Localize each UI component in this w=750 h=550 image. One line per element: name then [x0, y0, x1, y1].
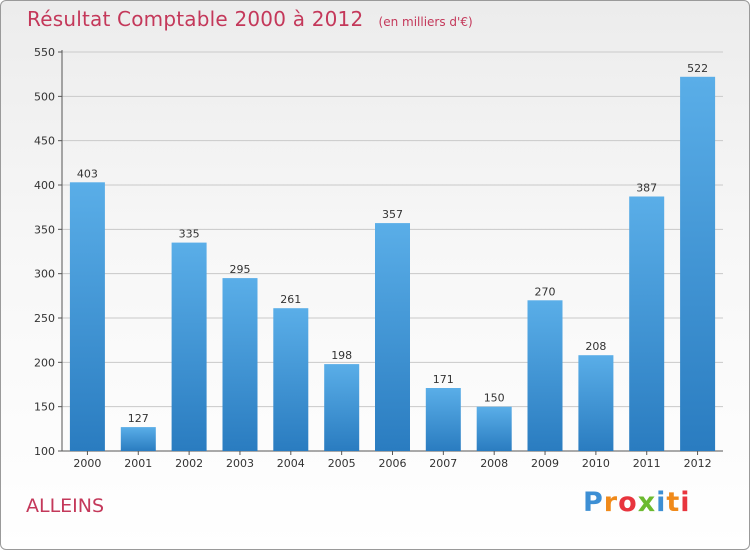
- x-tick-label: 2010: [582, 457, 610, 470]
- chart-subtitle: (en milliers d'€): [378, 15, 473, 29]
- logo-letter: i: [680, 487, 691, 518]
- data-label: 127: [128, 412, 149, 425]
- x-tick-label: 2002: [175, 457, 203, 470]
- commune-name: ALLEINS: [26, 495, 105, 517]
- x-tick-label: 2005: [328, 457, 356, 470]
- bar-2002: [171, 242, 207, 451]
- bar-2003: [222, 278, 258, 451]
- logo-letter: P: [583, 487, 604, 518]
- x-tick-label: 2009: [531, 457, 559, 470]
- logo-letter: r: [603, 487, 619, 518]
- y-tick-label: 350: [34, 223, 55, 236]
- logo-letter: x: [637, 487, 657, 518]
- bar-2000: [69, 182, 105, 452]
- bar-2005: [324, 364, 360, 451]
- logo-letter: i: [656, 487, 667, 518]
- data-label: 171: [433, 373, 454, 386]
- data-label: 261: [280, 293, 301, 306]
- bar-2004: [273, 308, 309, 451]
- proxiti-logo: Proxiti: [583, 487, 691, 518]
- y-tick-label: 200: [34, 356, 55, 369]
- x-tick-label: 2012: [684, 457, 712, 470]
- bar-2008: [476, 406, 512, 451]
- y-tick-label: 100: [34, 445, 55, 458]
- x-tick-label: 2008: [480, 457, 508, 470]
- logo-letter: o: [618, 487, 638, 518]
- bar-2011: [629, 196, 665, 451]
- x-tick-label: 2007: [429, 457, 457, 470]
- y-tick-label: 550: [34, 46, 55, 59]
- data-label: 150: [484, 392, 505, 405]
- y-tick-label: 300: [34, 268, 55, 281]
- y-tick-label: 500: [34, 90, 55, 103]
- bar-2010: [578, 355, 614, 451]
- data-label: 522: [687, 62, 708, 75]
- data-label: 270: [535, 285, 556, 298]
- bar-2009: [527, 300, 563, 451]
- bar-2012: [680, 76, 716, 452]
- x-tick-label: 2006: [379, 457, 407, 470]
- data-label: 357: [382, 208, 403, 221]
- x-tick-label: 2011: [633, 457, 661, 470]
- bar-2006: [375, 223, 410, 451]
- data-label: 208: [585, 340, 606, 353]
- x-tick-label: 2004: [277, 457, 305, 470]
- logo-letter: t: [666, 487, 681, 518]
- y-tick-label: 150: [34, 401, 55, 414]
- y-tick-label: 400: [34, 179, 55, 192]
- data-label: 198: [331, 349, 352, 362]
- title-row: Résultat Comptable 2000 à 2012 (en milli…: [27, 7, 473, 31]
- data-label: 387: [636, 182, 657, 195]
- x-tick-label: 2003: [226, 457, 254, 470]
- y-tick-label: 250: [34, 312, 55, 325]
- bar-2007: [425, 388, 461, 451]
- chart-title: Résultat Comptable 2000 à 2012: [27, 7, 364, 31]
- y-tick-label: 450: [34, 135, 55, 148]
- x-tick-label: 2001: [124, 457, 152, 470]
- x-tick-label: 2000: [73, 457, 101, 470]
- data-label: 335: [179, 228, 200, 241]
- data-label: 295: [230, 263, 251, 276]
- bar-2001: [120, 427, 156, 451]
- data-label: 403: [77, 167, 98, 180]
